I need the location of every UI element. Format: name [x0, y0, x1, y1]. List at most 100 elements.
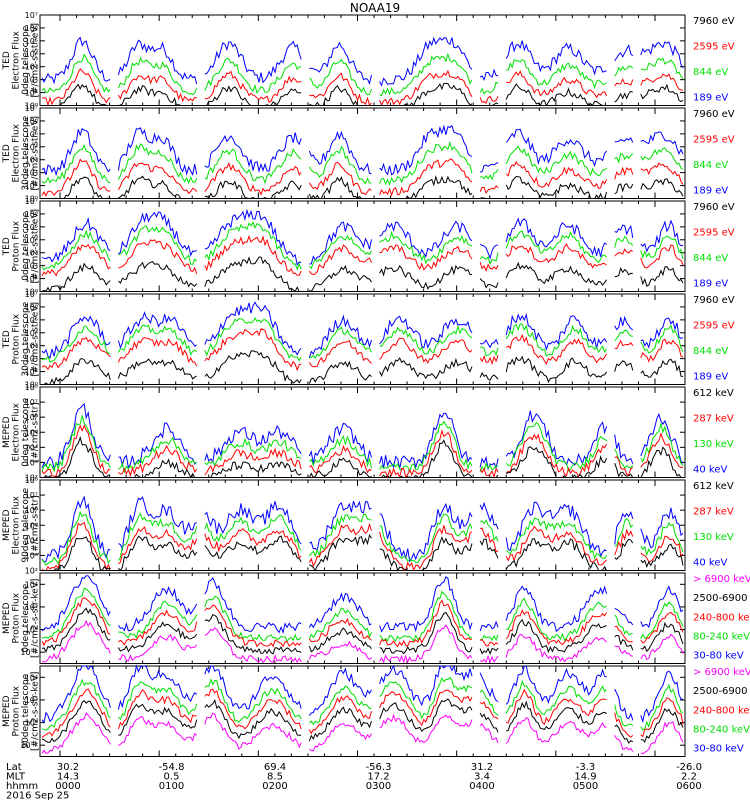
y-tick-label: 10⁰: [25, 288, 38, 297]
axis-row-label: MLT: [6, 772, 26, 783]
series-line-red: [41, 688, 684, 738]
y-axis-label: 90deg telescope: [21, 487, 31, 562]
legend-entry: 240-800 keV: [693, 705, 750, 716]
axis-row-label: Lat: [6, 762, 22, 773]
series-line-black: [41, 256, 684, 293]
series-line-blue: [41, 124, 684, 177]
y-tick-label: 10²: [25, 603, 38, 612]
y-axis-label: Proton Flux: [12, 313, 22, 364]
y-tick-label: 10¹: [25, 182, 38, 191]
legend-entry: 844 eV: [693, 67, 728, 78]
legend-entry: 844 eV: [693, 346, 728, 357]
series-line-red: [41, 328, 684, 372]
y-axis-label: MEPED: [2, 695, 12, 727]
y-tick-label: 10⁶: [25, 117, 38, 126]
legend-entry: 130 keV: [693, 439, 734, 450]
panel-frame: [39, 665, 686, 757]
y-tick-label: 10⁴: [25, 50, 38, 59]
y-tick-label: 10²: [25, 696, 38, 705]
series-line-black: [41, 607, 684, 656]
y-tick-label: 10⁶: [25, 210, 38, 219]
panel-1: 10⁰ 10¹ 10² 10³ 10⁴ 10⁵ 10⁶ 10⁷ TED Electron Flux…: [2, 11, 735, 111]
y-tick-label: 10⁷: [25, 197, 38, 206]
y-axis-label: MEPED: [2, 416, 12, 448]
y-tick-label: 10⁵: [25, 223, 38, 232]
y-axis-label: 0deg telescope: [21, 25, 31, 95]
axis-row-value: -54.8: [159, 762, 185, 773]
legend-entry: 844 eV: [693, 160, 728, 171]
y-tick-label: 10⁸: [25, 476, 38, 485]
y-tick-label: 10⁴: [25, 143, 38, 152]
legend-entry: 189 eV: [693, 93, 728, 104]
panel-frame: [39, 479, 686, 571]
y-tick-label: 10⁴: [25, 580, 38, 589]
legend-entry: 7960 eV: [693, 16, 735, 27]
y-tick-label: 10²: [25, 355, 38, 364]
y-axis-label: [#/cm2-s-str-eV]: [31, 116, 41, 191]
y-tick-label: 10⁶: [25, 413, 38, 422]
series-line-green: [41, 141, 684, 186]
legend-entry: 612 keV: [693, 481, 734, 492]
y-axis-label: Electron Flux: [12, 30, 22, 89]
y-axis-label: [#/cm2-s-str-eV]: [31, 23, 41, 98]
axis-row-value: 14.9: [574, 772, 596, 783]
panel-frame: [39, 293, 686, 385]
series-line-red: [41, 158, 684, 197]
series-line-green: [41, 52, 684, 97]
series-line-red: [41, 597, 684, 648]
legend-entry: 2500-6900: [693, 686, 748, 697]
y-axis-label: MEPED: [2, 602, 12, 634]
y-tick-label: 10⁴: [25, 536, 38, 545]
series-line-black: [42, 435, 683, 479]
series-line-red: [41, 521, 684, 572]
panel-5: 10² 10³ 10⁴ 10⁵ 10⁶ 10⁷ 10⁸ MEPED Electron Flux 0…: [2, 383, 734, 483]
legend-entry: 189 eV: [693, 186, 728, 197]
y-tick-label: 10⁴: [25, 236, 38, 245]
y-tick-label: 10³: [25, 156, 38, 165]
y-tick-label: 10⁴: [25, 443, 38, 452]
axis-row-value: 69.4: [264, 762, 286, 773]
y-axis-label: Electron Flux: [12, 402, 22, 461]
legend-entry: 7960 eV: [693, 295, 735, 306]
legend-entry: > 6900 keV: [693, 667, 750, 678]
axis-row-value: -26.0: [676, 762, 702, 773]
y-tick-label: 10⁷: [25, 290, 38, 299]
series-line-black: [42, 175, 684, 200]
chart-title: NOAA19: [349, 1, 401, 15]
series-line-green: [41, 221, 684, 271]
y-tick-label: 10²: [25, 567, 38, 576]
y-axis-label: 30deg telescope: [21, 115, 31, 190]
axis-row-value: -3.3: [576, 762, 596, 773]
legend-entry: 130 keV: [693, 532, 734, 543]
series-line-black: [42, 82, 684, 107]
series-line-magenta: [41, 712, 684, 755]
y-axis-label: [#/cm2-s-str-keV]: [31, 579, 41, 658]
y-tick-label: 10⁰: [25, 626, 38, 635]
y-tick-label: 10¹: [25, 89, 38, 98]
y-axis-label: Electron Flux: [12, 495, 22, 554]
y-axis-label: [#/cm2-s-str-eV]: [31, 209, 41, 284]
y-axis-label: 0deg telescope: [21, 397, 31, 467]
y-axis-label: TED: [2, 237, 12, 256]
date-label: 2016 Sep 25: [6, 791, 69, 800]
series-line-red: [41, 68, 684, 108]
y-axis-label: Proton Flux: [12, 592, 22, 643]
series-line-blue: [41, 301, 684, 359]
y-tick-label: 10²: [25, 76, 38, 85]
series-line-green: [41, 676, 683, 731]
series-line-green: [41, 316, 684, 363]
series-line-black: [41, 698, 684, 744]
y-axis-label: [#/cm2-s-str]: [31, 495, 41, 555]
legend-entry: 2595 eV: [693, 42, 735, 53]
panel-3: 10⁰ 10¹ 10² 10³ 10⁴ 10⁵ 10⁶ 10⁷ TED Proton Flux 0d…: [2, 197, 735, 297]
y-axis-label: TED: [2, 330, 12, 349]
y-tick-label: 10⁶: [25, 506, 38, 515]
series-line-green: [41, 510, 684, 566]
y-axis-label: TED: [2, 51, 12, 70]
legend-entry: > 6900 keV: [693, 574, 750, 585]
y-tick-label: 10⁷: [25, 104, 38, 113]
legend-entry: 40 keV: [693, 558, 727, 569]
panel-frame: [39, 572, 686, 664]
y-tick-label: 10⁶: [25, 303, 38, 312]
